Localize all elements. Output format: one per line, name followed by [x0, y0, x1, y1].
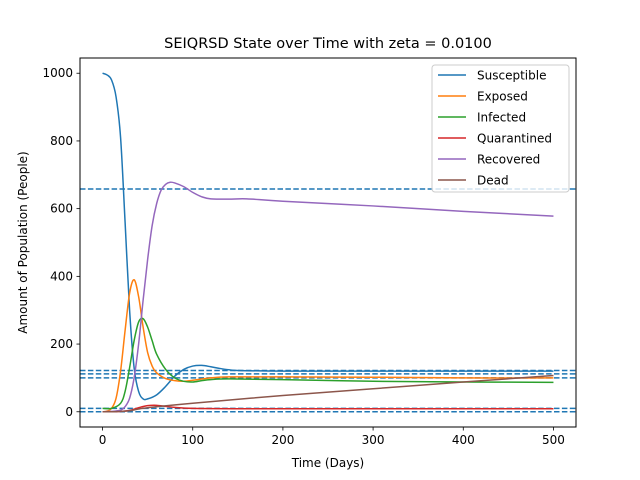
legend-label-susceptible: Susceptible [477, 69, 546, 83]
x-axis-label: Time (Days) [291, 456, 365, 470]
series-line-infected [102, 317, 554, 410]
x-tick-label: 500 [542, 433, 565, 447]
series-line-susceptible [102, 72, 554, 401]
x-tick-label: 400 [452, 433, 475, 447]
plot-area [79, 57, 577, 428]
legend-label-quarantined: Quarantined [477, 132, 552, 146]
series-line-exposed [102, 278, 554, 413]
x-tick-label: 100 [181, 433, 204, 447]
y-tick-label: 800 [50, 134, 73, 148]
y-tick-label: 0 [65, 405, 73, 419]
y-tick-label: 1000 [42, 66, 73, 80]
y-axis-label: Amount of Population (People) [16, 151, 30, 333]
legend-label-dead: Dead [477, 174, 509, 188]
x-tick-label: 300 [362, 433, 385, 447]
chart-title: SEIQRSD State over Time with zeta = 0.01… [164, 36, 492, 52]
legend-label-exposed: Exposed [477, 90, 528, 104]
legend: Susceptible Exposed Infected Quarantined Rec… [431, 64, 570, 193]
x-tick-label: 200 [271, 433, 294, 447]
legend-box [431, 64, 570, 193]
y-tick-label: 600 [50, 202, 73, 216]
x-axis-ticks: 0 100 200 300 400 500 [99, 427, 565, 447]
legend-label-recovered: Recovered [477, 153, 540, 167]
y-tick-label: 200 [50, 337, 73, 351]
series-line-recovered [102, 181, 554, 413]
x-tick-label: 0 [99, 433, 107, 447]
series-line-dead [102, 374, 554, 413]
y-axis-ticks: 0 200 400 600 800 1000 [42, 66, 80, 419]
y-tick-label: 400 [50, 269, 73, 283]
plot-frame [79, 57, 577, 428]
series-lines [102, 72, 554, 413]
legend-label-infected: Infected [477, 111, 526, 125]
